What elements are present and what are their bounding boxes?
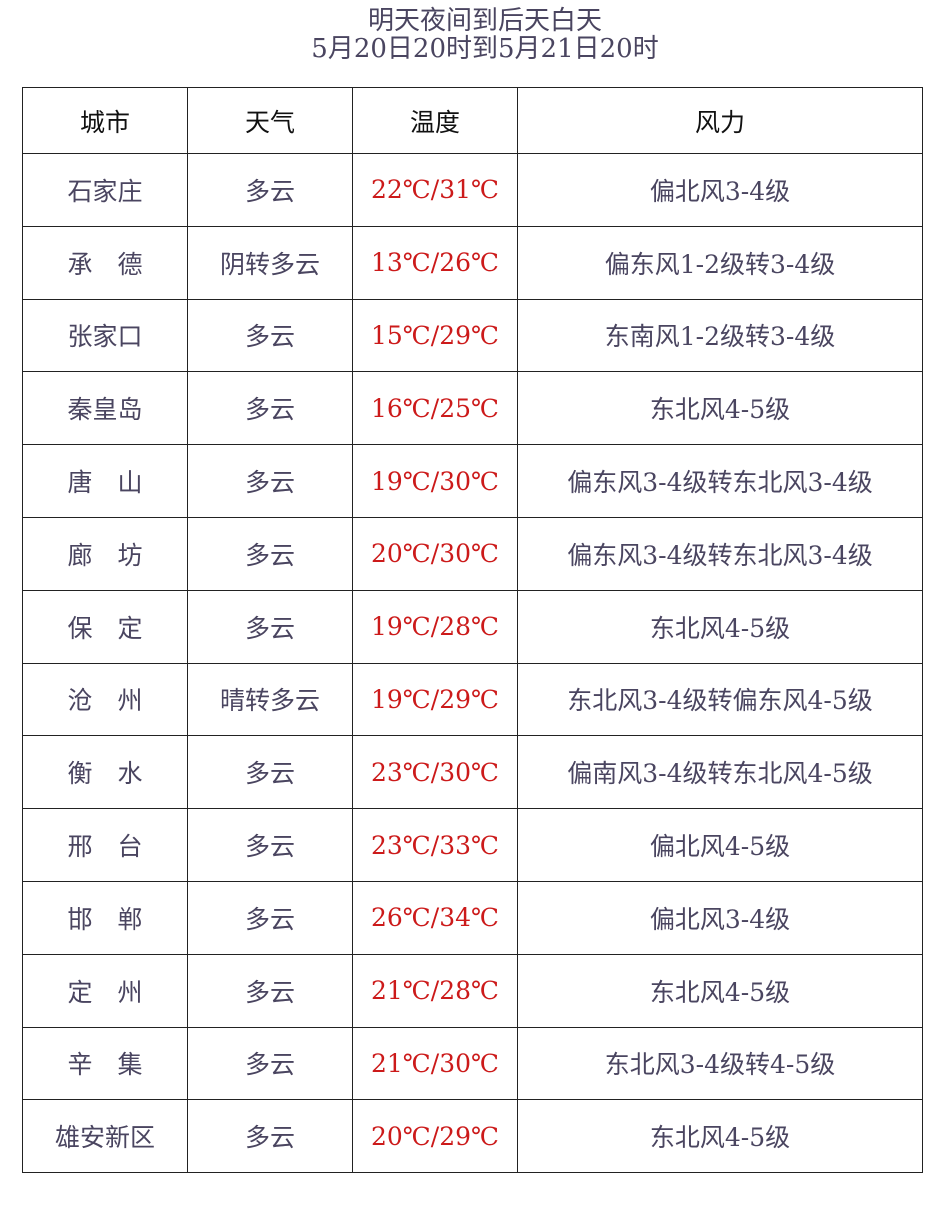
temperature-cell: 21℃/28℃ [352, 953, 518, 1028]
city-cell: 唐 山 [22, 444, 188, 518]
temperature-cell: 13℃/26℃ [352, 225, 518, 300]
temperature-cell: 20℃/29℃ [352, 1099, 518, 1174]
city-cell: 保 定 [22, 589, 188, 664]
city-cell: 石家庄 [22, 153, 188, 227]
city-cell: 廊 坊 [22, 516, 188, 591]
weather-cell: 阴转多云 [187, 225, 353, 300]
table-row: 唐 山多云 19℃/30℃ 偏东风3-4级转东北风3-4级 [22, 444, 923, 518]
title-line-2: 5月20日20时到5月21日20时 [311, 34, 659, 64]
wind-cell: 偏北风3-4级 [517, 880, 923, 955]
table-row: 衡 水多云 23℃/30℃ 偏南风3-4级转东北风4-5级 [22, 735, 923, 810]
wind-cell: 东北风4-5级 [517, 1099, 923, 1174]
header-wind: 风力 [517, 87, 923, 154]
weather-cell: 多云 [187, 444, 353, 518]
wind-cell: 东南风1-2级转3-4级 [517, 298, 923, 373]
header-weather: 天气 [187, 87, 353, 154]
weather-cell: 多云 [187, 298, 353, 373]
table-row: 石家庄 多云 22℃/31℃ 偏北风3-4级 [22, 153, 923, 227]
table-row: 邢 台多云 23℃/33℃ 偏北风4-5级 [22, 808, 923, 882]
table-row: 辛 集多云 21℃/30℃ 东北风3-4级转4-5级 [22, 1026, 923, 1101]
city-cell: 定 州 [22, 953, 188, 1028]
wind-cell: 偏北风4-5级 [517, 808, 923, 882]
wind-cell: 东北风3-4级转4-5级 [517, 1026, 923, 1101]
table-row: 定 州多云 21℃/28℃ 东北风4-5级 [22, 953, 923, 1028]
wind-cell: 偏南风3-4级转东北风4-5级 [517, 735, 923, 810]
temperature-cell: 21℃/30℃ [352, 1026, 518, 1101]
weather-cell: 多云 [187, 589, 353, 664]
city-cell: 邯 郸 [22, 880, 188, 955]
table-row: 雄安新区 多云 20℃/29℃ 东北风4-5级 [22, 1099, 923, 1174]
temperature-cell: 19℃/28℃ [352, 589, 518, 664]
weather-cell: 多云 [187, 1099, 353, 1174]
table-row: 廊 坊多云 20℃/30℃ 偏东风3-4级转东北风3-4级 [22, 516, 923, 591]
temperature-cell: 20℃/30℃ [352, 516, 518, 591]
wind-cell: 东北风3-4级转偏东风4-5级 [517, 662, 923, 737]
wind-cell: 东北风4-5级 [517, 953, 923, 1028]
temperature-cell: 23℃/33℃ [352, 808, 518, 882]
table-row: 秦皇岛 多云 16℃/25℃ 东北风4-5级 [22, 371, 923, 446]
temperature-cell: 23℃/30℃ [352, 735, 518, 810]
table-row: 张家口 多云 15℃/29℃ 东南风1-2级转3-4级 [22, 298, 923, 373]
city-cell: 承 德 [22, 225, 188, 300]
city-cell: 沧 州 [22, 662, 188, 737]
weather-cell: 多云 [187, 371, 353, 446]
title-line-1: 明天夜间到后天白天 [367, 6, 602, 36]
weather-cell: 多云 [187, 153, 353, 227]
weather-cell: 多云 [187, 1026, 353, 1101]
header-city: 城市 [22, 87, 188, 154]
weather-cell: 多云 [187, 880, 353, 955]
table-row: 保 定多云 19℃/28℃ 东北风4-5级 [22, 589, 923, 664]
weather-cell: 多云 [187, 516, 353, 591]
weather-cell: 晴转多云 [187, 662, 353, 737]
wind-cell: 偏东风3-4级转东北风3-4级 [517, 516, 923, 591]
table-row: 沧 州晴转多云 19℃/29℃ 东北风3-4级转偏东风4-5级 [22, 662, 923, 737]
weather-cell: 多云 [187, 808, 353, 882]
weather-cell: 多云 [187, 953, 353, 1028]
city-cell: 雄安新区 [22, 1099, 188, 1174]
wind-cell: 偏北风3-4级 [517, 153, 923, 227]
temperature-cell: 15℃/29℃ [352, 298, 518, 373]
wind-cell: 东北风4-5级 [517, 371, 923, 446]
temperature-cell: 22℃/31℃ [352, 153, 518, 227]
wind-cell: 偏东风3-4级转东北风3-4级 [517, 444, 923, 518]
city-cell: 衡 水 [22, 735, 188, 810]
city-cell: 邢 台 [22, 808, 188, 882]
city-cell: 辛 集 [22, 1026, 188, 1101]
temperature-cell: 19℃/30℃ [352, 444, 518, 518]
header-temperature: 温度 [352, 87, 518, 154]
weather-table: 城市 天气 温度 风力 石家庄 多云 22℃/31℃ 偏北风3-4级承 德阴转多云 13… [22, 87, 923, 1174]
city-cell: 秦皇岛 [22, 371, 188, 446]
header-row: 城市 天气 温度 风力 [22, 87, 923, 154]
weather-cell: 多云 [187, 735, 353, 810]
temperature-cell: 26℃/34℃ [352, 880, 518, 955]
table-row: 承 德阴转多云 13℃/26℃ 偏东风1-2级转3-4级 [22, 225, 923, 300]
temperature-cell: 19℃/29℃ [352, 662, 518, 737]
temperature-cell: 16℃/25℃ [352, 371, 518, 446]
table-row: 邯 郸多云 26℃/34℃ 偏北风3-4级 [22, 880, 923, 955]
city-cell: 张家口 [22, 298, 188, 373]
wind-cell: 偏东风1-2级转3-4级 [517, 225, 923, 300]
wind-cell: 东北风4-5级 [517, 589, 923, 664]
